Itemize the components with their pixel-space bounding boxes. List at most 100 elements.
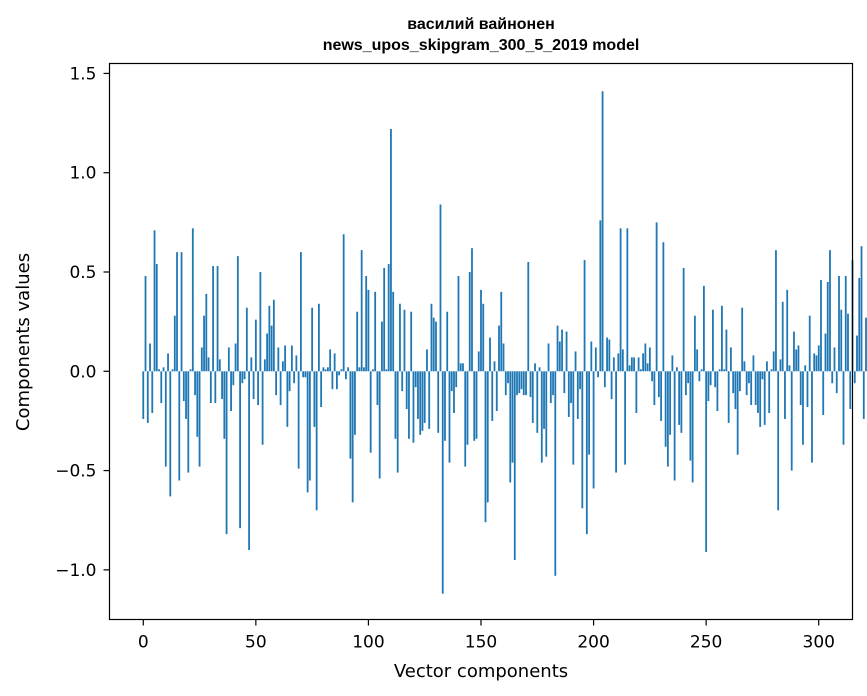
bar-27 bbox=[203, 315, 205, 372]
bar-4 bbox=[151, 371, 154, 413]
bar-59 bbox=[275, 371, 278, 396]
bar-95 bbox=[356, 311, 359, 372]
bar-204 bbox=[601, 91, 604, 372]
bar-253 bbox=[712, 309, 714, 372]
bar-114 bbox=[399, 303, 401, 372]
bar-185 bbox=[558, 341, 561, 372]
bar-310 bbox=[840, 309, 843, 372]
bar-73 bbox=[306, 371, 309, 493]
bar-286 bbox=[786, 289, 789, 372]
bar-257 bbox=[721, 305, 723, 372]
bar-171 bbox=[527, 262, 530, 372]
bar-249 bbox=[703, 285, 705, 372]
x-tick-label: 250 bbox=[690, 633, 722, 653]
bar-124 bbox=[421, 371, 424, 431]
bar-283 bbox=[779, 359, 782, 372]
bar-188 bbox=[565, 331, 568, 372]
bar-273 bbox=[757, 371, 759, 413]
bar-156 bbox=[493, 361, 496, 372]
bar-239 bbox=[680, 371, 683, 433]
bar-5 bbox=[153, 230, 156, 372]
bar-170 bbox=[525, 371, 527, 396]
bar-38 bbox=[227, 347, 230, 372]
bar-22 bbox=[191, 228, 194, 372]
bar-200 bbox=[592, 371, 595, 489]
bar-278 bbox=[768, 371, 771, 413]
bar-269 bbox=[748, 371, 750, 384]
bar-44 bbox=[241, 371, 244, 384]
bar-218 bbox=[633, 357, 635, 372]
bar-193 bbox=[576, 371, 579, 419]
bar-141 bbox=[459, 363, 462, 372]
bar-76 bbox=[313, 371, 316, 427]
bar-149 bbox=[477, 351, 480, 372]
bar-111 bbox=[392, 291, 395, 372]
bar-290 bbox=[795, 349, 798, 372]
bar-132 bbox=[439, 204, 442, 372]
bar-248 bbox=[700, 369, 703, 372]
bar-96 bbox=[358, 367, 361, 372]
bar-29 bbox=[207, 357, 210, 372]
x-axis-ticks: 0 50 100 150 200 250 300 bbox=[138, 619, 835, 653]
bar-266 bbox=[741, 307, 744, 372]
bar-31 bbox=[212, 266, 214, 372]
bar-262 bbox=[732, 371, 735, 394]
bar-39 bbox=[230, 371, 232, 411]
bar-106 bbox=[381, 321, 383, 372]
bar-256 bbox=[718, 369, 721, 372]
bar-48 bbox=[250, 357, 253, 372]
bar-158 bbox=[498, 325, 500, 372]
bar-81 bbox=[324, 369, 327, 372]
bar-230 bbox=[660, 371, 663, 421]
bar-51 bbox=[257, 371, 259, 406]
bar-221 bbox=[639, 369, 642, 372]
bar-312 bbox=[844, 275, 847, 372]
bar-112 bbox=[394, 371, 397, 439]
bar-292 bbox=[799, 371, 802, 406]
bar-258 bbox=[723, 369, 726, 372]
bar-71 bbox=[302, 371, 305, 378]
bar-146 bbox=[471, 248, 473, 372]
bar-136 bbox=[448, 371, 451, 463]
bar-314 bbox=[849, 371, 852, 410]
bar-12 bbox=[169, 371, 172, 497]
bar-64 bbox=[286, 371, 289, 427]
bar-150 bbox=[480, 289, 482, 372]
bar-24 bbox=[196, 371, 199, 437]
bar-317 bbox=[856, 335, 858, 372]
bar-237 bbox=[675, 367, 678, 372]
bar-23 bbox=[194, 371, 196, 396]
bar-67 bbox=[293, 371, 296, 384]
bar-42 bbox=[236, 256, 239, 372]
bar-91 bbox=[347, 367, 350, 372]
bar-285 bbox=[784, 371, 786, 419]
bar-134 bbox=[444, 371, 446, 441]
bar-80 bbox=[322, 367, 325, 372]
bar-244 bbox=[691, 371, 694, 483]
bar-228 bbox=[655, 222, 658, 372]
x-axis-label: Vector components bbox=[394, 661, 568, 682]
bar-89 bbox=[342, 234, 345, 372]
bar-187 bbox=[563, 371, 566, 394]
bar-8 bbox=[160, 371, 163, 404]
bar-217 bbox=[630, 357, 633, 372]
bar-56 bbox=[268, 305, 271, 372]
bar-11 bbox=[167, 353, 169, 372]
bar-309 bbox=[838, 275, 840, 372]
bar-93 bbox=[351, 371, 354, 503]
bar-226 bbox=[651, 371, 654, 382]
bar-160 bbox=[502, 343, 505, 372]
bar-6 bbox=[155, 264, 158, 372]
bar-21 bbox=[189, 369, 192, 372]
bar-192 bbox=[574, 351, 577, 372]
bar-299 bbox=[815, 355, 818, 372]
bar-121 bbox=[414, 371, 417, 388]
y-tick-label: −0.5 bbox=[55, 462, 96, 482]
bar-177 bbox=[540, 371, 543, 463]
bar-243 bbox=[689, 371, 692, 461]
bar-100 bbox=[367, 289, 370, 372]
bar-116 bbox=[403, 309, 406, 372]
bar-298 bbox=[813, 353, 816, 372]
bar-107 bbox=[383, 268, 386, 372]
